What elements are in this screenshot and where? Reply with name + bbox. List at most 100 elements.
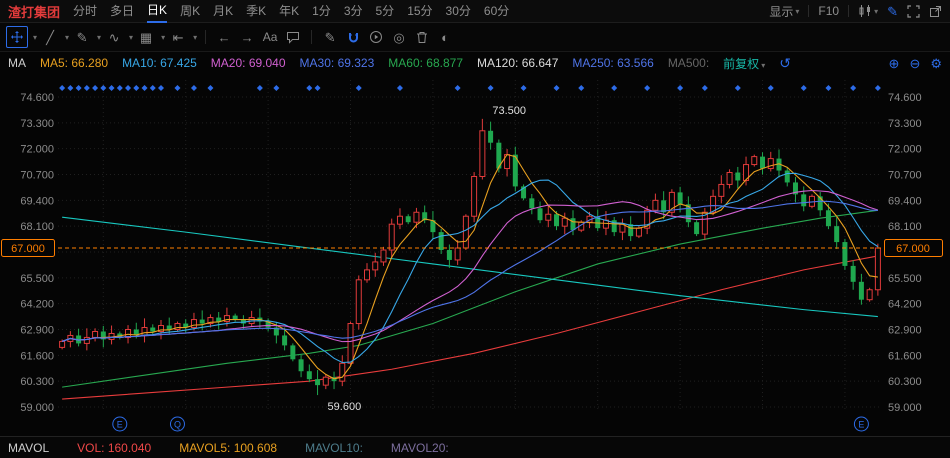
chevron-down-icon[interactable]: ▾ xyxy=(65,33,69,42)
chevron-down-icon[interactable]: ▾ xyxy=(193,33,197,42)
trash-icon xyxy=(416,31,428,44)
annotation-edit-tool[interactable]: ✎ xyxy=(320,27,340,47)
trendline-tool[interactable]: ╱ xyxy=(40,27,60,47)
contrast-toggle-tool[interactable]: ◐ xyxy=(435,27,455,47)
svg-text:72.000: 72.000 xyxy=(888,144,922,156)
svg-text:72.000: 72.000 xyxy=(20,144,54,156)
chevron-down-icon: ▾ xyxy=(874,7,878,16)
position-tool[interactable]: ⇤ xyxy=(168,27,188,47)
minus-circle-icon[interactable]: ⊖ xyxy=(909,57,920,70)
mavol5-value[interactable]: MAVOL5: 100.608 xyxy=(179,441,277,455)
tab-1min[interactable]: 1分 xyxy=(312,1,331,22)
ma60-label: MA60: xyxy=(388,56,423,70)
tab-yuek[interactable]: 月K xyxy=(213,1,233,22)
ma500-value[interactable]: MA500: xyxy=(668,56,709,70)
vol-value[interactable]: VOL: 160.040 xyxy=(77,441,151,455)
svg-text:70.700: 70.700 xyxy=(20,170,54,182)
divider xyxy=(808,5,809,17)
svg-text:74.600: 74.600 xyxy=(20,92,54,104)
tab-15min[interactable]: 15分 xyxy=(407,1,432,22)
f10-button[interactable]: F10 xyxy=(818,4,839,18)
ma5-number: 66.280 xyxy=(71,56,108,70)
svg-text:74.600: 74.600 xyxy=(888,92,922,104)
display-label: 显示 xyxy=(769,3,793,20)
ma250-value[interactable]: MA250: 63.566 xyxy=(572,56,653,70)
ma20-value[interactable]: MA20: 69.040 xyxy=(211,56,286,70)
svg-text:59.000: 59.000 xyxy=(20,402,54,414)
chevron-down-icon[interactable]: ▾ xyxy=(97,33,101,42)
ma10-label: MA10: xyxy=(122,56,157,70)
ma30-value[interactable]: MA30: 69.323 xyxy=(300,56,375,70)
price-chart[interactable]: 74.60074.60073.30073.30072.00072.00070.7… xyxy=(0,72,950,436)
divider xyxy=(848,5,849,17)
mavol-group-label[interactable]: MAVOL xyxy=(8,441,49,455)
chart-area: 74.60074.60073.30073.30072.00072.00070.7… xyxy=(0,72,950,436)
tab-niank[interactable]: 年K xyxy=(279,1,299,22)
chevron-down-icon[interactable]: ▾ xyxy=(129,33,133,42)
divider xyxy=(311,30,312,44)
text-tool[interactable]: Aa xyxy=(260,27,280,47)
speech-bubble-icon xyxy=(286,31,300,44)
ma30-label: MA30: xyxy=(300,56,335,70)
tab-5min[interactable]: 5分 xyxy=(376,1,395,22)
pattern-tool[interactable]: ▦ xyxy=(136,27,156,47)
svg-text:E: E xyxy=(117,420,123,430)
play-circle-tool[interactable] xyxy=(366,27,386,47)
svg-text:73.500: 73.500 xyxy=(492,105,526,117)
chart-style-dropdown[interactable]: ▾ xyxy=(858,4,878,18)
adjust-mode-dropdown[interactable]: 前复权▾ xyxy=(723,55,765,72)
chevron-down-icon[interactable]: ▾ xyxy=(33,33,37,42)
undo-icon[interactable]: ↺ xyxy=(779,56,791,70)
display-dropdown[interactable]: 显示 ▾ xyxy=(769,3,799,20)
vol-number: 160.040 xyxy=(108,441,151,455)
tab-rik[interactable]: 日K xyxy=(147,0,167,23)
ma5-value[interactable]: MA5: 66.280 xyxy=(40,56,108,70)
svg-text:68.100: 68.100 xyxy=(20,221,54,233)
plus-circle-icon[interactable]: ⊕ xyxy=(889,57,900,70)
tab-3min[interactable]: 3分 xyxy=(344,1,363,22)
svg-text:59.000: 59.000 xyxy=(888,402,922,414)
ma120-value[interactable]: MA120: 66.647 xyxy=(477,56,558,70)
trash-tool[interactable] xyxy=(412,27,432,47)
svg-text:64.200: 64.200 xyxy=(888,299,922,311)
svg-text:59.600: 59.600 xyxy=(328,401,362,413)
wave-tool[interactable]: ∿ xyxy=(104,27,124,47)
magnet-tool[interactable] xyxy=(343,27,363,47)
indicator-row-right: ⊕ ⊖ ⚙ xyxy=(889,57,942,70)
svg-text:64.200: 64.200 xyxy=(20,299,54,311)
freehand-tool[interactable]: ✎ xyxy=(72,27,92,47)
tab-zhouk[interactable]: 周K xyxy=(180,1,200,22)
draw-pencil-icon[interactable]: ✎ xyxy=(887,5,898,18)
move-crosshair-icon xyxy=(10,30,24,44)
fullscreen-icon xyxy=(907,5,920,18)
svg-text:69.400: 69.400 xyxy=(20,195,54,207)
tab-jik[interactable]: 季K xyxy=(246,1,266,22)
mavol10-value[interactable]: MAVOL10: xyxy=(305,441,363,455)
stock-name[interactable]: 渣打集团 xyxy=(8,2,60,21)
chevron-down-icon[interactable]: ▾ xyxy=(161,33,165,42)
pan-tool[interactable] xyxy=(6,26,28,48)
play-circle-icon xyxy=(369,30,383,44)
tab-60min[interactable]: 60分 xyxy=(484,1,509,22)
ma60-value[interactable]: MA60: 68.877 xyxy=(388,56,463,70)
popout-icon[interactable] xyxy=(929,5,942,18)
tab-30min[interactable]: 30分 xyxy=(446,1,471,22)
indicator-row: MA MA5: 66.280 MA10: 67.425 MA20: 69.040… xyxy=(0,52,950,74)
back-arrow-button[interactable]: ← xyxy=(214,27,234,47)
comment-tool[interactable] xyxy=(283,27,303,47)
target-tool[interactable]: ◎ xyxy=(389,27,409,47)
ma10-value[interactable]: MA10: 67.425 xyxy=(122,56,197,70)
candle-style-icon xyxy=(858,4,872,18)
forward-arrow-button[interactable]: → xyxy=(237,27,257,47)
tab-duori[interactable]: 多日 xyxy=(110,1,134,22)
mavol20-value[interactable]: MAVOL20: xyxy=(391,441,449,455)
ma-group-label[interactable]: MA xyxy=(8,56,26,70)
ma5-label: MA5: xyxy=(40,56,68,70)
volume-indicator-bar: MAVOL VOL: 160.040 MAVOL5: 100.608 MAVOL… xyxy=(0,436,950,458)
top-tab-bar: 渣打集团 分时 多日 日K 周K 月K 季K 年K 1分 3分 5分 15分 3… xyxy=(0,0,950,23)
vol-label: VOL: xyxy=(77,441,104,455)
svg-text:61.600: 61.600 xyxy=(888,350,922,362)
expand-icon[interactable] xyxy=(907,5,920,18)
tab-fenshi[interactable]: 分时 xyxy=(73,1,97,22)
gear-icon[interactable]: ⚙ xyxy=(930,57,942,70)
